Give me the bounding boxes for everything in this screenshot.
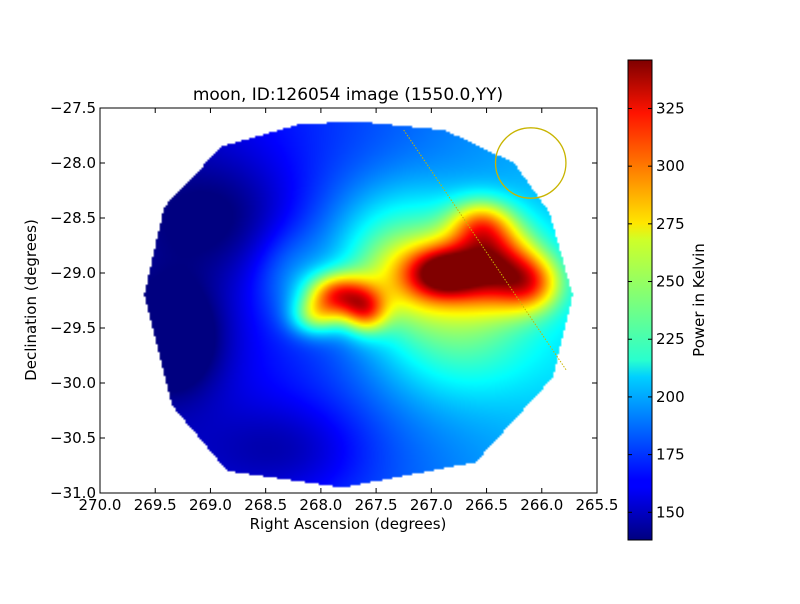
chart-title: moon, ID:126054 image (1550.0,YY) xyxy=(193,85,503,105)
colorbar-tick-label: 175 xyxy=(656,446,685,464)
x-tick-label: 268.0 xyxy=(299,496,342,514)
heatmap-image xyxy=(100,108,597,493)
y-tick-label: −28.0 xyxy=(50,154,96,172)
x-tick-label: 268.5 xyxy=(244,496,287,514)
colorbar: 150 175 200 225 250 275 300 325 Power in Kelvin xyxy=(627,59,708,541)
y-axis-label: Declination (degrees) xyxy=(22,219,40,381)
y-tick-label: −30.0 xyxy=(50,374,96,392)
y-tick-label: −29.0 xyxy=(50,264,96,282)
y-tick-label: −28.5 xyxy=(50,209,96,227)
x-tick-label: 267.0 xyxy=(410,496,453,514)
x-tick-label: 270.0 xyxy=(79,496,122,514)
colorbar-tick-label: 325 xyxy=(656,99,685,117)
track-line-annotation xyxy=(403,129,567,371)
x-tick-label: 269.0 xyxy=(189,496,232,514)
colorbar-tick-label: 150 xyxy=(656,503,685,521)
colorbar-tick-label: 225 xyxy=(656,330,685,348)
plot-frame xyxy=(99,107,598,494)
colorbar-frame xyxy=(627,59,653,541)
x-tick-label: 265.5 xyxy=(576,496,619,514)
y-tick-label: −27.5 xyxy=(50,99,96,117)
plot-area xyxy=(100,108,597,493)
x-axis: 270.0 269.5 269.0 268.5 268.0 267.5 267.0 266.5… xyxy=(79,108,619,514)
y-tick-label: −29.5 xyxy=(50,319,96,337)
x-tick-label: 269.5 xyxy=(134,496,177,514)
colorbar-tick-label: 300 xyxy=(656,157,685,175)
x-axis-label: Right Ascension (degrees) xyxy=(250,515,447,533)
colorbar-tick-label: 275 xyxy=(656,215,685,233)
y-axis: −27.5 −28.0 −28.5 −29.0 −29.5 −30.0 −30.5 −31.0 xyxy=(50,99,597,502)
x-tick-label: 266.0 xyxy=(520,496,563,514)
y-tick-label: −31.0 xyxy=(50,484,96,502)
colorbar-gradient xyxy=(628,60,652,540)
x-tick-label: 267.5 xyxy=(355,496,398,514)
colorbar-tick-label: 200 xyxy=(656,388,685,406)
colorbar-label: Power in Kelvin xyxy=(690,243,708,357)
x-tick-label: 266.5 xyxy=(465,496,508,514)
circle-annotation xyxy=(494,127,567,199)
y-tick-label: −30.5 xyxy=(50,429,96,447)
colorbar-tick-label: 250 xyxy=(656,273,685,291)
colorbar-ticks: 150 175 200 225 250 275 300 325 xyxy=(628,99,685,521)
